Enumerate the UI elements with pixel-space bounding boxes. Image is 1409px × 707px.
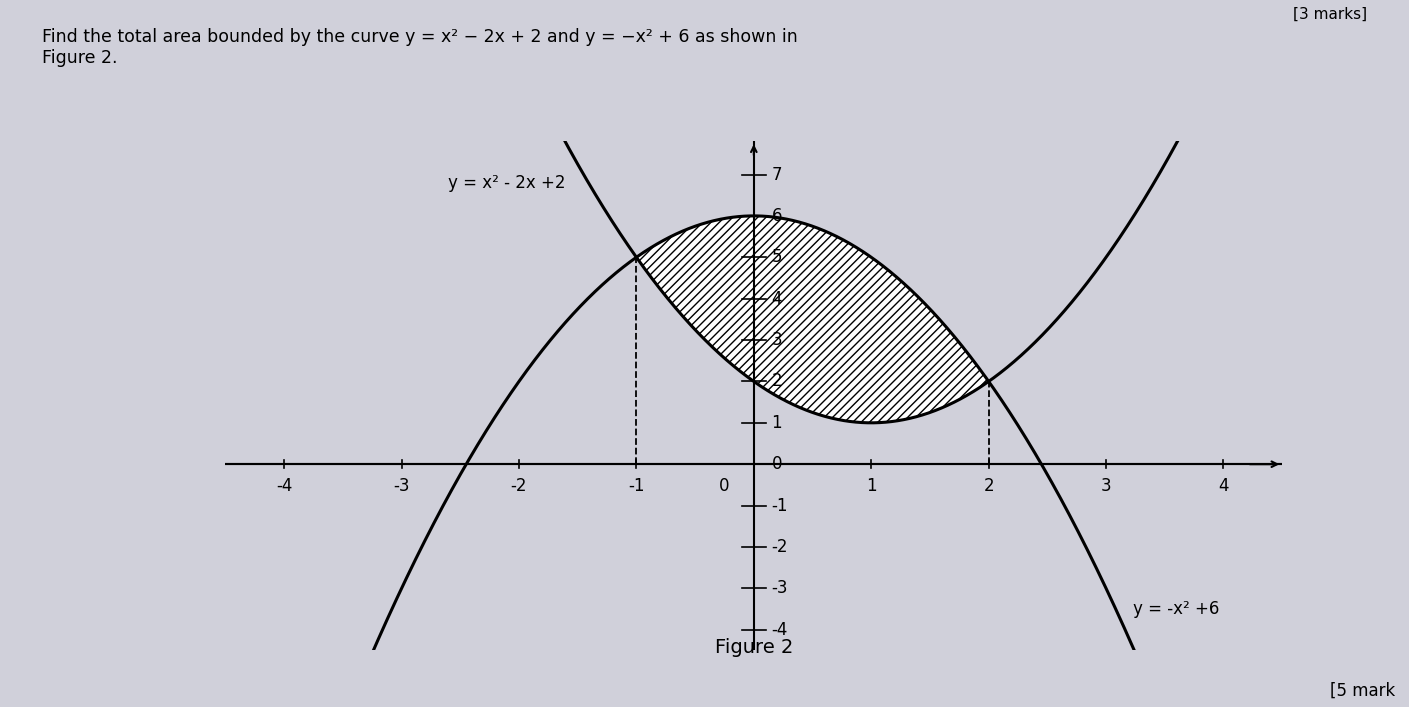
Text: 4: 4: [772, 290, 782, 308]
Text: 6: 6: [772, 207, 782, 225]
Text: 3: 3: [1100, 477, 1112, 495]
Text: 4: 4: [1219, 477, 1229, 495]
Text: -4: -4: [772, 621, 788, 638]
Text: -1: -1: [628, 477, 645, 495]
Text: -3: -3: [393, 477, 410, 495]
Text: Figure 2: Figure 2: [714, 638, 793, 657]
Text: 1: 1: [772, 414, 782, 432]
Text: [5 mark: [5 mark: [1330, 682, 1395, 700]
Text: 7: 7: [772, 165, 782, 184]
Text: 3: 3: [772, 331, 782, 349]
Text: -4: -4: [276, 477, 292, 495]
Text: 0: 0: [772, 455, 782, 473]
Text: 2: 2: [772, 373, 782, 390]
Text: -2: -2: [510, 477, 527, 495]
Text: Find the total area bounded by the curve y = x² − 2x + 2 and y = −x² + 6 as show: Find the total area bounded by the curve…: [42, 28, 797, 67]
Text: y = x² - 2x +2: y = x² - 2x +2: [448, 174, 566, 192]
Text: -3: -3: [772, 579, 788, 597]
Text: 2: 2: [983, 477, 993, 495]
Text: y = -x² +6: y = -x² +6: [1133, 600, 1220, 618]
Text: [3 marks]: [3 marks]: [1292, 7, 1367, 22]
Text: 5: 5: [772, 248, 782, 267]
Text: -2: -2: [772, 538, 788, 556]
Text: 0: 0: [719, 477, 730, 495]
Text: 1: 1: [867, 477, 876, 495]
Text: -1: -1: [772, 496, 788, 515]
